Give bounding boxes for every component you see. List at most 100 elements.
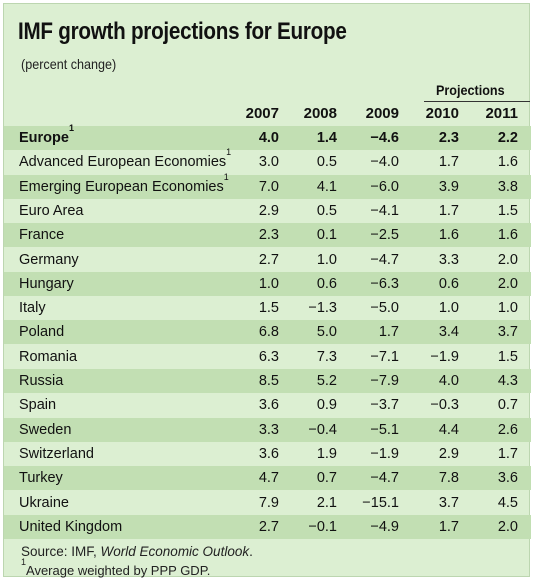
value-cell: −3.7 xyxy=(370,397,399,414)
table-row: Switzerland 3.6 1.9 −1.9 2.9 1.7 xyxy=(4,442,531,466)
row-label-text: Advanced European Economies xyxy=(19,154,227,171)
source-note: Source: IMF, World Economic Outlook. xyxy=(21,544,253,559)
value-cell: 2.2 xyxy=(497,130,518,146)
value-cell: 0.5 xyxy=(316,202,337,219)
table-row: United Kingdom 2.7 −0.1 −4.9 1.7 2.0 xyxy=(4,514,531,539)
table-row: Turkey 4.7 0.7 −4.7 7.8 3.6 xyxy=(4,466,531,491)
row-label-text: Europe xyxy=(19,130,69,146)
value-cell: 7.9 xyxy=(258,494,279,511)
value-cell: 0.7 xyxy=(497,397,518,414)
value-cell: 3.6 xyxy=(258,445,279,462)
value-cell: 0.7 xyxy=(316,470,337,487)
source-title: World Economic Outlook xyxy=(100,544,250,559)
table-row: Italy 1.5 −1.3 −5.0 1.0 1.0 xyxy=(4,296,531,320)
value-cell: 7.3 xyxy=(316,348,337,365)
value-cell: 8.5 xyxy=(258,373,279,389)
value-cell: 0.5 xyxy=(316,154,337,171)
row-label-text: Ukraine xyxy=(19,494,69,511)
table-row: Sweden 3.3 −0.4 −5.1 4.4 2.6 xyxy=(4,417,531,442)
row-label-text: United Kingdom xyxy=(19,518,123,535)
value-cell: 2.9 xyxy=(258,202,279,219)
value-cell: −1.3 xyxy=(308,300,337,317)
row-label: Europe1 xyxy=(19,124,74,150)
projections-rule xyxy=(424,101,530,102)
column-header: 2010 xyxy=(425,105,459,122)
value-cell: 1.0 xyxy=(497,300,518,317)
value-cell: 4.4 xyxy=(438,421,459,438)
value-cell: −7.1 xyxy=(370,348,399,365)
row-label-text: Italy xyxy=(19,300,46,317)
row-label-text: Switzerland xyxy=(19,445,94,462)
table-row: Europe1 4.0 1.4 −4.6 2.3 2.2 xyxy=(4,124,531,150)
row-label: Poland xyxy=(19,320,64,344)
value-cell: 2.6 xyxy=(497,421,518,438)
row-label: Germany xyxy=(19,248,79,272)
table-row: Hungary 1.0 0.6 −6.3 0.6 2.0 xyxy=(4,271,531,296)
value-cell: 1.5 xyxy=(497,202,518,219)
value-cell: 1.6 xyxy=(497,227,518,244)
value-cell: 1.7 xyxy=(378,324,399,341)
row-label: Euro Area xyxy=(19,199,84,223)
value-cell: 0.6 xyxy=(438,275,459,292)
table-row: Spain 3.6 0.9 −3.7 −0.3 0.7 xyxy=(4,393,531,417)
row-label: United Kingdom xyxy=(19,515,122,539)
value-cell: 1.0 xyxy=(258,275,279,292)
table-row: Euro Area 2.9 0.5 −4.1 1.7 1.5 xyxy=(4,199,531,223)
value-cell: 3.7 xyxy=(497,324,518,341)
value-cell: 1.7 xyxy=(438,202,459,219)
row-label-text: Euro Area xyxy=(19,202,84,219)
row-label: Advanced European Economies1 xyxy=(19,147,232,174)
table-row: Ukraine 7.9 2.1 −15.1 3.7 4.5 xyxy=(4,491,531,515)
chart-panel: IMF growth projections for Europe (perce… xyxy=(3,3,531,578)
value-cell: 2.3 xyxy=(438,130,459,146)
value-cell: 1.6 xyxy=(438,227,459,244)
value-cell: 2.0 xyxy=(497,518,518,535)
row-label: Russia xyxy=(19,369,63,393)
row-label: Italy xyxy=(19,296,46,320)
row-label-text: Romania xyxy=(19,348,78,365)
value-cell: 3.7 xyxy=(438,494,459,511)
footnote-marker: 1 xyxy=(226,147,232,158)
column-header: 2009 xyxy=(365,105,399,122)
value-cell: −6.3 xyxy=(370,275,399,292)
value-cell: 3.8 xyxy=(497,178,518,195)
row-label: Sweden xyxy=(19,418,71,442)
row-label: Romania xyxy=(19,345,77,369)
value-cell: −2.5 xyxy=(370,227,399,244)
value-cell: −0.1 xyxy=(308,518,337,535)
value-cell: 2.7 xyxy=(258,251,279,268)
footnote-marker: 1 xyxy=(223,171,229,182)
value-cell: −6.0 xyxy=(370,178,399,195)
column-header: 2007 xyxy=(245,105,279,122)
value-cell: 4.0 xyxy=(438,373,459,389)
table-row: Russia 8.5 5.2 −7.9 4.0 4.3 xyxy=(4,369,531,393)
value-cell: −5.0 xyxy=(370,300,399,317)
value-cell: 2.0 xyxy=(497,251,518,268)
row-label-text: Sweden xyxy=(19,421,72,438)
source-prefix: Source: IMF, xyxy=(21,544,101,559)
row-label-text: Hungary xyxy=(19,275,74,292)
value-cell: 1.4 xyxy=(316,130,337,146)
value-cell: 2.9 xyxy=(438,445,459,462)
table-row: Emerging European Economies1 7.0 4.1 −6.0 3.… xyxy=(4,171,531,199)
footnote-mark: 1 xyxy=(21,556,27,567)
value-cell: −15.1 xyxy=(362,494,399,511)
value-cell: −4.7 xyxy=(370,470,399,487)
value-cell: −1.9 xyxy=(370,445,399,462)
value-cell: −7.9 xyxy=(370,373,399,389)
value-cell: 7.0 xyxy=(258,178,279,195)
value-cell: 3.6 xyxy=(497,470,518,487)
value-cell: 1.0 xyxy=(316,251,337,268)
row-label-text: Germany xyxy=(19,251,79,268)
footnote: 1Average weighted by PPP GDP. xyxy=(21,557,210,578)
row-label: Ukraine xyxy=(19,491,69,515)
value-cell: −0.4 xyxy=(308,421,337,438)
row-label: France xyxy=(19,223,64,247)
value-cell: 4.0 xyxy=(258,130,279,146)
value-cell: 4.7 xyxy=(258,470,279,487)
table-row: Germany 2.7 1.0 −4.7 3.3 2.0 xyxy=(4,248,531,272)
value-cell: 4.1 xyxy=(316,178,337,195)
row-label-text: Russia xyxy=(19,373,64,389)
value-cell: −4.7 xyxy=(370,251,399,268)
value-cell: 1.5 xyxy=(497,348,518,365)
